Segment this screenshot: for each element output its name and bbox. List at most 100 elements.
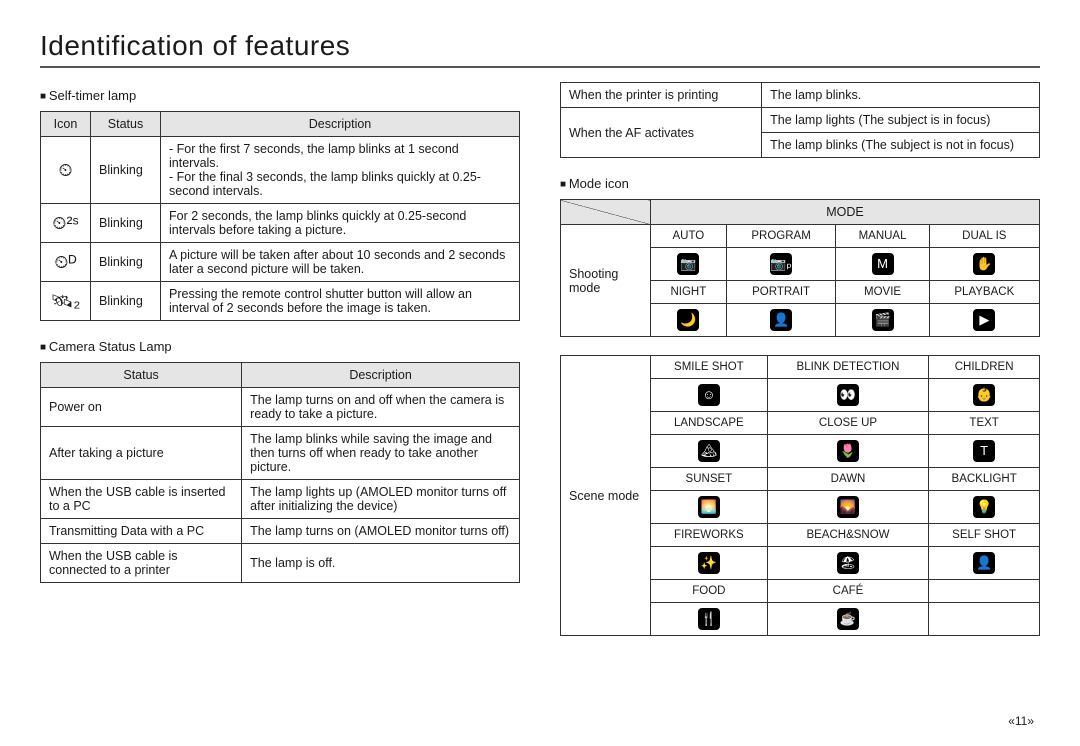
cell: ▶ bbox=[929, 304, 1039, 337]
timer-icon: ⏲²ˢ bbox=[41, 204, 91, 243]
mode-icon: 🌙 bbox=[677, 309, 699, 331]
cell: 👤 bbox=[726, 304, 836, 337]
scene-icon-cell: 💡 bbox=[929, 491, 1040, 524]
scene-label: LANDSCAPE bbox=[651, 412, 768, 435]
scene-label: DAWN bbox=[767, 468, 929, 491]
scene-icon: 👶 bbox=[973, 384, 995, 406]
timer-icon: 🛰₂ bbox=[41, 282, 91, 321]
mode-header: MODE bbox=[651, 200, 1040, 225]
lamp-desc: The lamp lights (The subject is in focus… bbox=[762, 108, 1040, 133]
scene-icon: ✨ bbox=[698, 552, 720, 574]
timer-status: Blinking bbox=[91, 282, 161, 321]
scene-icon: 🍴 bbox=[698, 608, 720, 630]
scene-label: CLOSE UP bbox=[767, 412, 929, 435]
lamp-desc: The lamp blinks. bbox=[762, 83, 1040, 108]
lamp-desc: The lamp turns on and off when the camer… bbox=[242, 388, 520, 427]
timer-icon: ⏲ᴰ bbox=[41, 243, 91, 282]
mode-icon: 👤 bbox=[770, 309, 792, 331]
timer-desc: A picture will be taken after about 10 s… bbox=[161, 243, 520, 282]
scene-label: CHILDREN bbox=[929, 356, 1040, 379]
scene-icon: 💡 bbox=[973, 496, 995, 518]
right-column: When the printer is printingThe lamp bli… bbox=[560, 82, 1040, 654]
cell: MANUAL bbox=[836, 225, 929, 248]
lamp-desc: The lamp turns on (AMOLED monitor turns … bbox=[242, 519, 520, 544]
timer-desc: For 2 seconds, the lamp blinks quickly a… bbox=[161, 204, 520, 243]
lamp-desc: The lamp blinks while saving the image a… bbox=[242, 427, 520, 480]
lamp-status: When the AF activates bbox=[561, 108, 762, 158]
scene-icon-cell bbox=[929, 603, 1040, 636]
page-number: «11» bbox=[1008, 714, 1034, 728]
selftimer-table: Icon Status Description ⏲Blinking- For t… bbox=[40, 111, 520, 321]
cell: MOVIE bbox=[836, 281, 929, 304]
scene-label bbox=[929, 580, 1040, 603]
mode-icon: ▶ bbox=[973, 309, 995, 331]
scene-label: SELF SHOT bbox=[929, 524, 1040, 547]
lamp-desc: The lamp blinks (The subject is not in f… bbox=[762, 133, 1040, 158]
scene-icon: 🌅 bbox=[698, 496, 720, 518]
cell: 📷 bbox=[651, 248, 727, 281]
scene-icon-cell: 🌅 bbox=[651, 491, 768, 524]
scene-icon-cell: 🏖 bbox=[767, 547, 929, 580]
lamp-status: After taking a picture bbox=[41, 427, 242, 480]
scene-icon-cell: T bbox=[929, 435, 1040, 468]
scene-icon-cell: 🌷 bbox=[767, 435, 929, 468]
scene-icon: ☕ bbox=[837, 608, 859, 630]
timer-status: Blinking bbox=[91, 137, 161, 204]
lamp-status: When the printer is printing bbox=[561, 83, 762, 108]
lamp-desc: The lamp lights up (AMOLED monitor turns… bbox=[242, 480, 520, 519]
mode-icon: ✋ bbox=[973, 253, 995, 275]
timer-status: Blinking bbox=[91, 243, 161, 282]
th-icon: Icon bbox=[41, 112, 91, 137]
title-rule bbox=[40, 66, 1040, 68]
scene-icon: T bbox=[973, 440, 995, 462]
cell: NIGHT bbox=[651, 281, 727, 304]
cell: ✋ bbox=[929, 248, 1039, 281]
mode-icon: 🎬 bbox=[872, 309, 894, 331]
lamp-status: When the USB cable is connected to a pri… bbox=[41, 544, 242, 583]
page-title: Identification of features bbox=[40, 30, 1040, 62]
lamp-status: Power on bbox=[41, 388, 242, 427]
timer-icon: ⏲ bbox=[41, 137, 91, 204]
cell: PROGRAM bbox=[726, 225, 836, 248]
lamp-status: When the USB cable is inserted to a PC bbox=[41, 480, 242, 519]
scene-label: BEACH&SNOW bbox=[767, 524, 929, 547]
cell: AUTO bbox=[651, 225, 727, 248]
th-status2: Status bbox=[41, 363, 242, 388]
scene-label: CAFÉ bbox=[767, 580, 929, 603]
mode-icon: 📷ₚ bbox=[770, 253, 792, 275]
scene-row-label: Scene mode bbox=[561, 356, 651, 636]
scene-icon: 👀 bbox=[837, 384, 859, 406]
cell: 📷ₚ bbox=[726, 248, 836, 281]
scene-label: SMILE SHOT bbox=[651, 356, 768, 379]
cell: 🌙 bbox=[651, 304, 727, 337]
th-desc: Description bbox=[161, 112, 520, 137]
th-status: Status bbox=[91, 112, 161, 137]
cameralamp-table: Status Description Power onThe lamp turn… bbox=[40, 362, 520, 583]
timer-desc: Pressing the remote control shutter butt… bbox=[161, 282, 520, 321]
cell: M bbox=[836, 248, 929, 281]
cell: DUAL IS bbox=[929, 225, 1039, 248]
th-desc2: Description bbox=[242, 363, 520, 388]
scene-icon: 👤 bbox=[973, 552, 995, 574]
scene-label: FOOD bbox=[651, 580, 768, 603]
scene-icon: 🏔 bbox=[698, 440, 720, 462]
scene-icon-cell: ✨ bbox=[651, 547, 768, 580]
scene-label: BLINK DETECTION bbox=[767, 356, 929, 379]
scene-icon: 🌄 bbox=[837, 496, 859, 518]
lamp-status: Transmitting Data with a PC bbox=[41, 519, 242, 544]
extra-lamp-table: When the printer is printingThe lamp bli… bbox=[560, 82, 1040, 158]
scene-label: FIREWORKS bbox=[651, 524, 768, 547]
left-column: Self-timer lamp Icon Status Description … bbox=[40, 82, 520, 654]
mode-icon: 📷 bbox=[677, 253, 699, 275]
cell: 🎬 bbox=[836, 304, 929, 337]
cell: PLAYBACK bbox=[929, 281, 1039, 304]
modeicon-table: MODE Shooting mode AUTO PROGRAM MANUAL D… bbox=[560, 199, 1040, 337]
scene-icon-cell: 👶 bbox=[929, 379, 1040, 412]
cell: PORTRAIT bbox=[726, 281, 836, 304]
timer-desc: - For the first 7 seconds, the lamp blin… bbox=[161, 137, 520, 204]
scene-icon-cell: 🏔 bbox=[651, 435, 768, 468]
shooting-row-label: Shooting mode bbox=[561, 225, 651, 337]
diag-cell bbox=[561, 200, 651, 225]
scene-icon-cell: ☺ bbox=[651, 379, 768, 412]
mode-icon: M bbox=[872, 253, 894, 275]
